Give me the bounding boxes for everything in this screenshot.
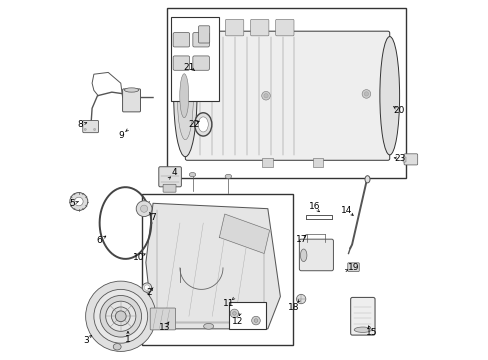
Circle shape [105, 301, 136, 331]
Ellipse shape [124, 88, 139, 92]
Circle shape [74, 197, 83, 206]
Ellipse shape [224, 174, 231, 179]
FancyBboxPatch shape [82, 121, 99, 133]
Text: 21: 21 [183, 63, 194, 72]
Circle shape [261, 91, 270, 100]
Circle shape [111, 307, 130, 325]
Circle shape [85, 281, 156, 351]
Circle shape [70, 193, 88, 211]
Ellipse shape [180, 74, 188, 118]
Circle shape [230, 309, 238, 318]
Text: 14: 14 [340, 206, 352, 215]
Ellipse shape [379, 37, 399, 155]
Text: 8: 8 [77, 120, 83, 129]
Text: 22: 22 [187, 120, 199, 129]
Ellipse shape [300, 249, 306, 262]
Bar [312, 158, 323, 167]
Circle shape [364, 92, 368, 96]
Polygon shape [145, 203, 280, 329]
Circle shape [93, 129, 96, 131]
Polygon shape [219, 214, 269, 253]
Text: 6: 6 [96, 237, 102, 246]
Circle shape [140, 205, 147, 212]
FancyBboxPatch shape [225, 19, 244, 36]
Ellipse shape [198, 117, 208, 132]
Circle shape [115, 311, 126, 321]
FancyBboxPatch shape [350, 297, 374, 335]
Circle shape [232, 312, 236, 315]
FancyBboxPatch shape [198, 26, 209, 43]
FancyBboxPatch shape [192, 33, 209, 47]
Text: 23: 23 [394, 154, 406, 163]
Bar [262, 158, 273, 167]
Text: 19: 19 [347, 264, 359, 273]
Ellipse shape [144, 285, 149, 290]
Ellipse shape [189, 172, 195, 177]
Circle shape [251, 316, 260, 325]
FancyBboxPatch shape [159, 167, 181, 187]
FancyBboxPatch shape [403, 154, 417, 165]
Ellipse shape [364, 176, 369, 183]
Text: 2: 2 [146, 288, 152, 297]
Text: 17: 17 [296, 235, 307, 244]
FancyBboxPatch shape [150, 308, 175, 330]
Bar [402, 157, 405, 162]
Text: 9: 9 [118, 131, 123, 140]
Circle shape [296, 294, 305, 304]
Circle shape [94, 289, 147, 343]
Bar [228, 302, 266, 329]
Text: 20: 20 [392, 105, 404, 114]
Circle shape [136, 201, 152, 217]
Bar [167, 8, 405, 178]
Text: 10: 10 [133, 253, 144, 262]
Text: 7: 7 [150, 213, 156, 222]
Circle shape [254, 319, 257, 322]
Text: 12: 12 [231, 317, 243, 326]
FancyBboxPatch shape [250, 19, 268, 36]
FancyBboxPatch shape [192, 56, 209, 70]
Bar [142, 194, 292, 345]
Text: 15: 15 [366, 328, 377, 337]
FancyBboxPatch shape [275, 19, 293, 36]
FancyBboxPatch shape [163, 184, 176, 192]
Ellipse shape [177, 52, 193, 140]
Circle shape [100, 296, 142, 337]
Ellipse shape [113, 343, 121, 350]
Text: 11: 11 [222, 299, 234, 308]
Circle shape [362, 90, 370, 98]
Text: 13: 13 [159, 323, 170, 332]
Circle shape [264, 94, 267, 98]
Circle shape [84, 129, 86, 131]
FancyBboxPatch shape [173, 33, 189, 47]
Text: 18: 18 [287, 303, 299, 312]
Ellipse shape [353, 327, 371, 332]
Text: 3: 3 [83, 336, 89, 345]
Text: 4: 4 [171, 168, 177, 177]
FancyBboxPatch shape [122, 89, 140, 112]
Ellipse shape [194, 113, 211, 136]
FancyBboxPatch shape [200, 19, 218, 36]
Ellipse shape [173, 35, 197, 157]
FancyBboxPatch shape [347, 263, 359, 271]
Bar [171, 17, 219, 101]
Ellipse shape [203, 323, 213, 329]
FancyBboxPatch shape [173, 56, 189, 70]
Text: 5: 5 [69, 199, 75, 208]
Ellipse shape [142, 283, 151, 292]
Text: 1: 1 [125, 335, 131, 344]
Text: 16: 16 [308, 202, 320, 211]
FancyBboxPatch shape [299, 239, 333, 271]
FancyBboxPatch shape [185, 31, 389, 160]
